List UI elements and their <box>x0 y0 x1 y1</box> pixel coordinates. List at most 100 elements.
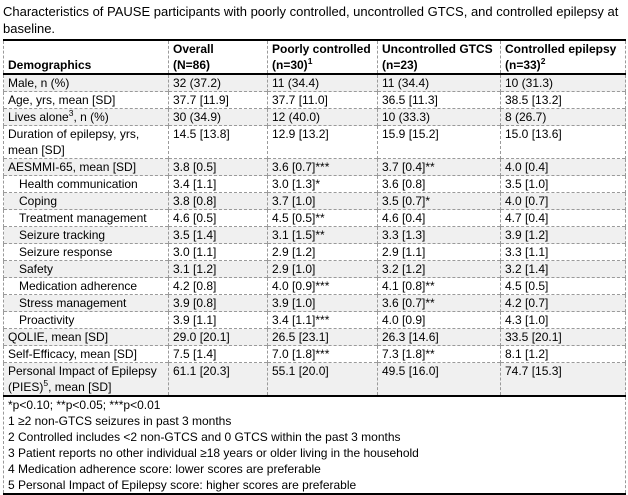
footnote-line: 2 Controlled includes <2 non-GTCS and 0 … <box>8 430 401 444</box>
cell-value: 4.5 [0.5]** <box>267 209 378 227</box>
row-label: Coping <box>3 192 169 210</box>
row-label: Seizure response <box>3 243 169 261</box>
row-label-text: Seizure response <box>19 245 113 259</box>
footnotes-row: *p<0.10; **p<0.05; ***p<0.01 1 ≥2 non-GTC… <box>3 395 626 495</box>
cell-value: 2.9 [1.0] <box>267 260 378 278</box>
cell-value: 3.8 [0.5] <box>168 158 268 176</box>
table-row: Personal Impact of Epilepsy (PIES)5, mea… <box>3 362 626 396</box>
cell-value: 4.0 [0.9] <box>377 311 501 329</box>
table-row: Safety 3.1 [1.2] 2.9 [1.0] 3.2 [1.2] 3.2 [1.… <box>3 260 626 278</box>
cell-value: 12.9 [13.2] <box>267 125 378 159</box>
cell-value: 4.0 [0.7] <box>500 192 626 210</box>
row-label-text: Treatment management <box>19 211 147 225</box>
footnote-line: 1 ≥2 non-GTCS seizures in past 3 months <box>8 414 232 428</box>
row-label: Safety <box>3 260 169 278</box>
footnote-line: 5 Personal Impact of Epilepsy score: hig… <box>8 478 357 492</box>
column-header-poorly-controlled: Poorly controlled (n=30)1 <box>267 39 378 75</box>
row-label: Self-Efficacy, mean [SD] <box>3 345 169 363</box>
row-label-text: Seizure tracking <box>19 228 106 242</box>
footnote-marker: 3 <box>68 108 74 118</box>
row-label-suffix: , n (%) <box>73 110 109 124</box>
cell-value: 8 (26.7) <box>500 108 626 126</box>
cell-value: 3.7 [1.0] <box>267 192 378 210</box>
column-header-demographics: Demographics <box>3 39 169 75</box>
row-label-text: Age, yrs, mean [SD] <box>8 93 116 107</box>
row-label: Proactivity <box>3 311 169 329</box>
table-caption: Characteristics of PAUSE participants wi… <box>3 4 619 36</box>
cell-value: 3.1 [1.5]** <box>267 226 378 244</box>
column-header-subtext: (n=30) <box>272 58 308 72</box>
cell-value: 4.1 [0.8]** <box>377 277 501 295</box>
header-row: Demographics Overall (N=86) Poorly contr… <box>3 39 626 75</box>
cell-value: 3.4 [1.1] <box>168 175 268 193</box>
cell-value: 38.5 [13.2] <box>500 91 626 109</box>
cell-value: 3.2 [1.4] <box>500 260 626 278</box>
cell-value: 3.6 [0.7]*** <box>267 158 378 176</box>
row-label: Duration of epilepsy, yrs, mean [SD] <box>3 125 169 159</box>
column-header-overall: Overall (N=86) <box>168 39 268 75</box>
cell-value: 3.7 [0.4]** <box>377 158 501 176</box>
cell-value: 36.5 [11.3] <box>377 91 501 109</box>
cell-value: 7.3 [1.8]** <box>377 345 501 363</box>
cell-value: 11 (34.4) <box>267 74 378 92</box>
table-row: Male, n (%) 32 (37.2) 11 (34.4) 11 (34.4) 10… <box>3 74 626 92</box>
footnote-line: *p<0.10; **p<0.05; ***p<0.01 <box>8 398 161 412</box>
row-label: Personal Impact of Epilepsy (PIES)5, mea… <box>3 362 169 396</box>
footnote-marker: 5 <box>43 378 49 388</box>
cell-value: 74.7 [15.3] <box>500 362 626 396</box>
cell-value: 7.0 [1.8]*** <box>267 345 378 363</box>
cell-value: 33.5 [20.1] <box>500 328 626 346</box>
row-label: Age, yrs, mean [SD] <box>3 91 169 109</box>
cell-value: 15.0 [13.6] <box>500 125 626 159</box>
row-label-text: Proactivity <box>19 313 75 327</box>
table-row: Duration of epilepsy, yrs, mean [SD] 14.5… <box>3 125 626 159</box>
cell-value: 2.9 [1.2] <box>267 243 378 261</box>
row-label-text: Personal Impact of Epilepsy (PIES) <box>8 364 157 394</box>
table-row: Coping 3.8 [0.8] 3.7 [1.0] 3.5 [0.7]* 4.0 [0… <box>3 192 626 210</box>
cell-value: 3.5 [0.7]* <box>377 192 501 210</box>
cell-value: 26.3 [14.6] <box>377 328 501 346</box>
cell-value: 14.5 [13.8] <box>168 125 268 159</box>
row-label-text: Health communication <box>19 177 138 191</box>
cell-value: 10 (33.3) <box>377 108 501 126</box>
table-row: Stress management 3.9 [0.8] 3.9 [1.0] 3.6 [… <box>3 294 626 312</box>
cell-value: 3.6 [0.8] <box>377 175 501 193</box>
row-label: Health communication <box>3 175 169 193</box>
footnote-marker: 2 <box>540 56 546 66</box>
column-header-subtext: (n=33) <box>505 58 541 72</box>
cell-value: 11 (34.4) <box>377 74 501 92</box>
baseline-characteristics-table: Demographics Overall (N=86) Poorly contr… <box>3 39 626 495</box>
cell-value: 12 (40.0) <box>267 108 378 126</box>
cell-value: 15.9 [15.2] <box>377 125 501 159</box>
row-label-text: Coping <box>19 194 58 208</box>
footnote-line: 3 Patient reports no other individual ≥1… <box>8 446 419 460</box>
cell-value: 3.5 [1.0] <box>500 175 626 193</box>
cell-value: 30 (34.9) <box>168 108 268 126</box>
footnotes-section: *p<0.10; **p<0.05; ***p<0.01 1 ≥2 non-GTC… <box>3 395 626 495</box>
table-row: Age, yrs, mean [SD] 37.7 [11.9] 37.7 [11.0… <box>3 91 626 109</box>
table-row: QOLIE, mean [SD] 29.0 [20.1] 26.5 [23.1] 26… <box>3 328 626 346</box>
column-header-controlled-epilepsy: Controlled epilepsy (n=33)2 <box>500 39 626 75</box>
table-row: Proactivity 3.9 [1.1] 3.4 [1.1]*** 4.0 [0.9… <box>3 311 626 329</box>
cell-value: 3.2 [1.2] <box>377 260 501 278</box>
cell-value: 3.9 [1.0] <box>267 294 378 312</box>
cell-value: 3.9 [1.2] <box>500 226 626 244</box>
row-label: QOLIE, mean [SD] <box>3 328 169 346</box>
column-header-label: Demographics <box>8 58 92 72</box>
cell-value: 3.9 [0.8] <box>168 294 268 312</box>
cell-value: 61.1 [20.3] <box>168 362 268 396</box>
cell-value: 4.6 [0.5] <box>168 209 268 227</box>
cell-value: 4.0 [0.9]*** <box>267 277 378 295</box>
cell-value: 3.3 [1.3] <box>377 226 501 244</box>
table-row: Seizure response 3.0 [1.1] 2.9 [1.2] 2.9 [1… <box>3 243 626 261</box>
row-label-text: Stress management <box>19 296 127 310</box>
row-label: Stress management <box>3 294 169 312</box>
cell-value: 4.5 [0.5] <box>500 277 626 295</box>
cell-value: 37.7 [11.0] <box>267 91 378 109</box>
row-label-text: Safety <box>19 262 54 276</box>
column-header-subtext: (n=23) <box>382 58 418 72</box>
row-label-text: QOLIE, mean [SD] <box>8 330 109 344</box>
column-header-label: Overall <box>173 42 214 56</box>
row-label-text: Lives alone <box>8 110 69 124</box>
